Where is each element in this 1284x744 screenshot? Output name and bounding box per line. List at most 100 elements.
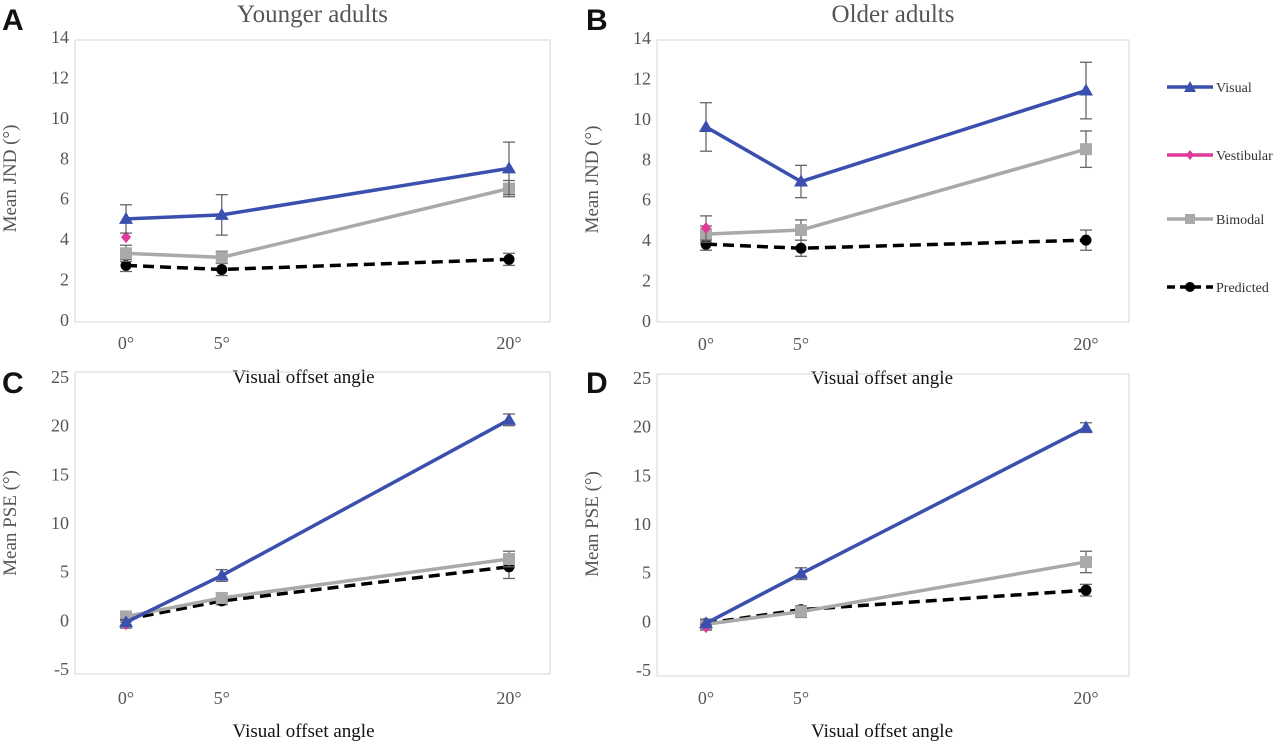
plot-frame xyxy=(74,371,551,675)
series-line xyxy=(705,147,1087,236)
y-tick-label: 5 xyxy=(642,563,651,583)
x-tick-label: 5° xyxy=(214,333,230,353)
y-tick-label: -5 xyxy=(636,660,651,680)
panels: A Younger adults 0 2 4 6 8 10 12 14 Mean JND (°) 0°… xyxy=(0,1,1130,742)
y-tick-label: 10 xyxy=(633,109,651,129)
y-tick-label: 4 xyxy=(642,230,651,250)
data-point xyxy=(795,224,807,237)
y-tick-label: 2 xyxy=(642,271,651,291)
y-tick-label: 8 xyxy=(642,149,651,169)
y-axis-label: Mean JND (°) xyxy=(0,125,21,233)
data-point xyxy=(1080,143,1092,156)
series-line xyxy=(705,238,1087,250)
series-visual xyxy=(119,412,516,628)
y-tick-label: 20 xyxy=(633,417,651,437)
data-point xyxy=(1080,555,1092,568)
data-point xyxy=(1080,584,1092,596)
y-tick-label: 6 xyxy=(60,189,69,209)
series-predicted xyxy=(700,229,1092,257)
y-axis-label: Mean PSE (°) xyxy=(582,471,603,577)
data-point xyxy=(700,238,712,250)
y-tick-label: 25 xyxy=(633,368,651,388)
panel-letter: A xyxy=(2,4,24,37)
series-visual xyxy=(699,61,1093,199)
legend-label: Visual xyxy=(1216,81,1252,96)
legend-item-bimodal: Bimodal xyxy=(1167,213,1264,228)
chart-panel-a: A Younger adults 0 2 4 6 8 10 12 14 Mean JND (°) 0°… xyxy=(0,1,551,388)
y-tick-label: 25 xyxy=(51,367,69,387)
data-point xyxy=(215,251,228,264)
data-point xyxy=(502,412,516,425)
chart-panel-c: C -5 0 5 10 15 20 25 Mean PSE (°) 0° 5° 20° Visual o… xyxy=(0,367,551,742)
data-point xyxy=(1079,420,1093,433)
series-line xyxy=(125,565,510,622)
legend-label: Vestibular xyxy=(1216,149,1273,164)
x-tick-label: 0° xyxy=(118,333,134,353)
data-point xyxy=(1079,83,1093,96)
y-tick-label: 20 xyxy=(51,416,69,436)
data-point xyxy=(699,119,713,132)
y-tick-label: 12 xyxy=(633,68,651,88)
plot-frame xyxy=(656,39,1130,323)
x-tick-label: 20° xyxy=(1073,334,1098,354)
x-tick-label: 5° xyxy=(793,688,809,708)
y-tick-label: 12 xyxy=(51,67,69,87)
series-visual xyxy=(119,141,516,236)
y-tick-label: 10 xyxy=(633,514,651,534)
series-vestibular xyxy=(700,215,712,241)
legend-marker xyxy=(1185,214,1195,224)
data-point xyxy=(795,605,807,618)
y-tick-label: 14 xyxy=(633,28,651,48)
legend-marker xyxy=(1184,81,1196,92)
data-point xyxy=(502,161,516,174)
series-predicted xyxy=(700,583,1092,629)
y-tick-label: 2 xyxy=(60,270,69,290)
y-tick-label: 15 xyxy=(51,464,69,484)
x-tick-label: 20° xyxy=(496,333,521,353)
x-tick-label: 0° xyxy=(698,688,714,708)
series-line xyxy=(125,166,510,221)
x-tick-label: 20° xyxy=(496,688,521,708)
x-tick-label: 20° xyxy=(1073,688,1098,708)
legend-item-vestibular: Vestibular xyxy=(1167,149,1273,164)
data-point xyxy=(503,253,515,265)
plot-frame xyxy=(656,373,1130,677)
y-tick-label: 5 xyxy=(60,562,69,582)
panel-letter: B xyxy=(586,4,608,37)
y-tick-label: 10 xyxy=(51,108,69,128)
data-point xyxy=(121,231,131,244)
y-axis-label: Mean PSE (°) xyxy=(0,470,21,576)
x-tick-label: 0° xyxy=(698,334,714,354)
data-point xyxy=(120,247,132,260)
data-point xyxy=(120,259,132,271)
data-point xyxy=(119,615,133,628)
x-axis-label: Visual offset angle xyxy=(232,367,374,388)
series-line xyxy=(705,88,1087,184)
series-line xyxy=(125,257,510,272)
legend-item-visual: Visual xyxy=(1167,81,1252,96)
series-predicted xyxy=(120,252,515,277)
y-tick-label: 0 xyxy=(642,311,651,331)
series-vestibular xyxy=(121,231,131,244)
y-tick-label: 10 xyxy=(51,513,69,533)
chart-title: Younger adults xyxy=(237,1,388,28)
series-bimodal xyxy=(120,550,515,623)
series-bimodal xyxy=(120,179,515,265)
y-tick-label: 0 xyxy=(642,611,651,631)
chart-panel-d: D -5 0 5 10 15 20 25 Mean PSE (°) 0° 5° 20° Visual o… xyxy=(582,367,1130,742)
x-tick-label: 5° xyxy=(793,334,809,354)
data-point xyxy=(216,263,228,275)
y-tick-label: 0 xyxy=(60,310,69,330)
data-point xyxy=(795,242,807,254)
legend-label: Predicted xyxy=(1216,281,1269,296)
data-point xyxy=(699,616,713,629)
series-bimodal xyxy=(700,550,1092,631)
series-bimodal xyxy=(700,130,1092,243)
data-point xyxy=(119,211,133,224)
legend-marker xyxy=(1185,282,1195,292)
data-point xyxy=(794,174,808,187)
x-axis-label: Visual offset angle xyxy=(811,368,953,389)
y-tick-label: 4 xyxy=(60,229,69,249)
data-point xyxy=(701,222,711,235)
